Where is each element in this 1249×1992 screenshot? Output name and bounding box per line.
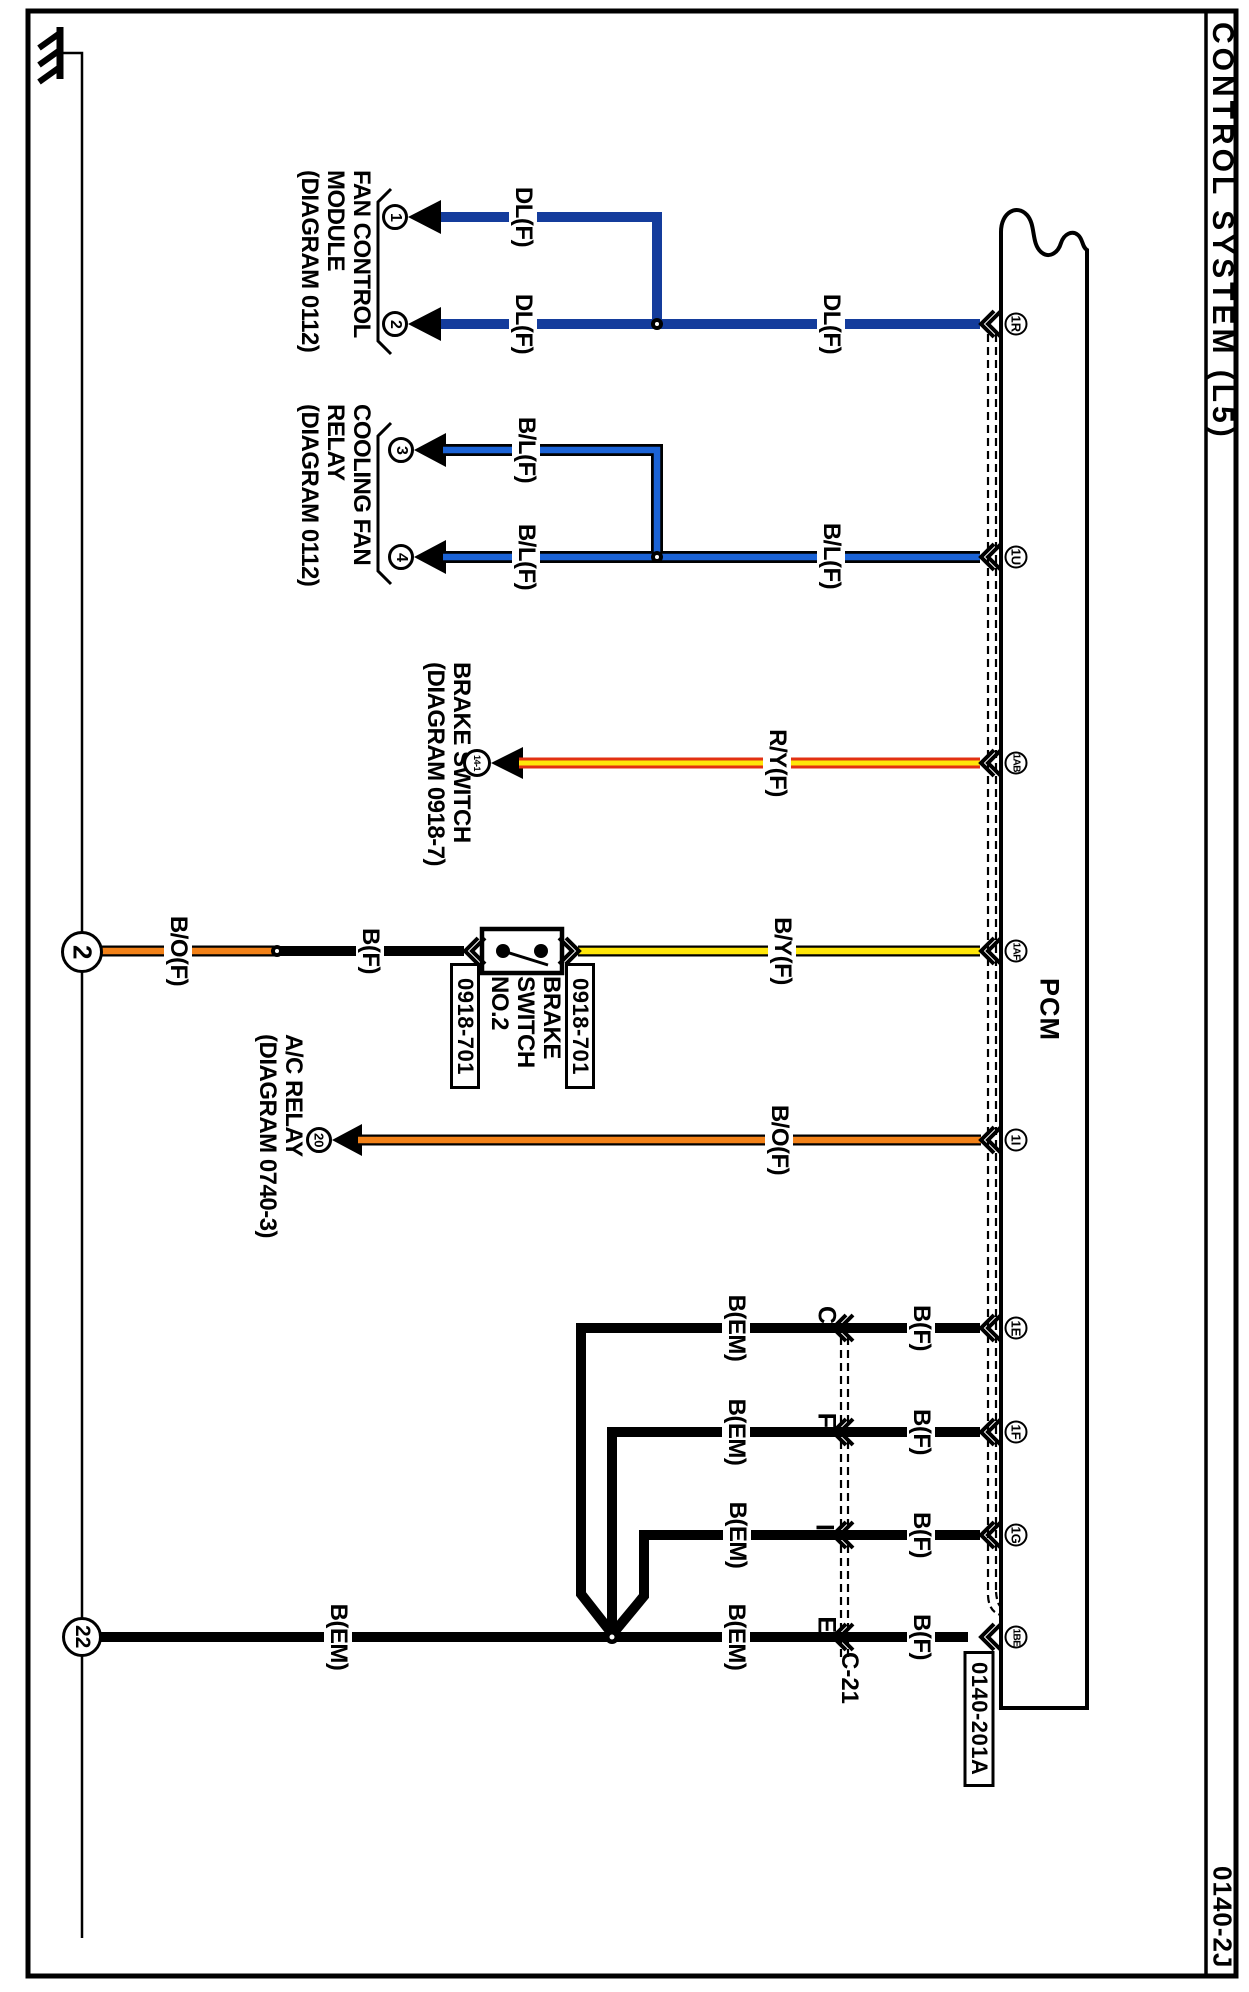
wire-label-bo-1: B/O(F) bbox=[164, 912, 192, 990]
wire-label-by: B/Y(F) bbox=[768, 914, 796, 988]
pcm-pin-1i-circle: 1I bbox=[1004, 1128, 1028, 1152]
wire-label-bl-2: B/L(F) bbox=[512, 520, 540, 594]
wire-label-dl-1: DL(F) bbox=[509, 183, 537, 251]
wire-label-bf-1: B(F) bbox=[907, 1302, 935, 1354]
wire-label-bf-4: B(F) bbox=[907, 1611, 935, 1663]
pcm-pin-1g-circle: 1G bbox=[1004, 1523, 1028, 1547]
fan-control-module-label: FAN CONTROL MODULE (DIAGRAM 0112) bbox=[296, 170, 375, 353]
c21-pin-i: I bbox=[810, 1524, 839, 1531]
pcm-pin-1ab-circle: 1AB bbox=[1004, 751, 1028, 775]
pcm-pin-1f-circle: 1F bbox=[1004, 1420, 1028, 1444]
junction-dots bbox=[271, 318, 663, 1644]
page-title: CONTROL SYSTEM (L5) bbox=[1206, 22, 1239, 441]
c21-pin-f: F bbox=[812, 1412, 841, 1428]
ground-point-2-circle: 2 bbox=[61, 931, 103, 973]
pcm-pin-1be-circle: 1BE bbox=[1004, 1625, 1028, 1649]
wire-bem-ground-group bbox=[101, 1323, 980, 1642]
wire-label-bem-3: B(EM) bbox=[723, 1498, 751, 1572]
wire-label-bl-3: B/L(F) bbox=[817, 519, 845, 593]
c21-pin-e: E bbox=[812, 1616, 841, 1633]
wire-label-dl-2: DL(F) bbox=[509, 290, 537, 358]
c21-pin-c: C bbox=[812, 1305, 841, 1324]
wire-label-bem-5: B(EM) bbox=[722, 1600, 750, 1674]
cooling-relay-pin-4-circle: 4 bbox=[388, 544, 414, 570]
pcm-connector-dashed-line bbox=[986, 334, 1002, 1617]
wire-label-dl-3: DL(F) bbox=[817, 290, 845, 358]
pcm-pin-1u-circle: 1U bbox=[1004, 545, 1028, 569]
brake-switch-no2-connector-left: 0918-701 bbox=[450, 963, 480, 1089]
wire-label-bf-2: B(F) bbox=[907, 1406, 935, 1458]
brake-switch-no2-connector-right: 0918-701 bbox=[565, 963, 595, 1089]
page-code: 0140-2J bbox=[1207, 1866, 1238, 1969]
ground-symbol bbox=[37, 27, 64, 85]
wire-label-bf-3: B(F) bbox=[907, 1509, 935, 1561]
brake-switch-no2-label: BRAKE SWITCH NO.2 bbox=[486, 976, 565, 1068]
c21-connector-code: C-21 bbox=[836, 1652, 863, 1705]
wire-label-bl-1: B/L(F) bbox=[512, 413, 540, 487]
pcm-pin-1af-circle: 1AF bbox=[1004, 939, 1028, 963]
brake-switch-pin-circle: 14-1 bbox=[463, 749, 491, 777]
page-frame bbox=[25, 8, 1239, 1979]
component-arrows bbox=[332, 200, 523, 1156]
fan-module-pin-1-circle: 1 bbox=[382, 204, 408, 230]
brake-switch-label: BRAKE SWITCH (DIAGRAM 0918-7) bbox=[422, 662, 475, 867]
pcm-pin-chevrons bbox=[978, 309, 1003, 1652]
cooling-relay-pin-3-circle: 3 bbox=[388, 437, 414, 463]
cooling-fan-relay-label: COOLING FAN RELAY (DIAGRAM 0112) bbox=[296, 404, 375, 587]
pcm-label: PCM bbox=[1034, 978, 1065, 1041]
ac-relay-label: A/C RELAY (DIAGRAM 0740-3) bbox=[254, 1034, 307, 1239]
brake-switch-no2-symbol bbox=[479, 926, 565, 976]
fan-module-pin-2-circle: 2 bbox=[382, 311, 408, 337]
ground-bus-line bbox=[62, 51, 84, 1938]
wire-label-bo-2: B/O(F) bbox=[765, 1101, 793, 1179]
c21-connector-line bbox=[830, 1313, 855, 1660]
ground-point-22-circle: 22 bbox=[62, 1617, 102, 1657]
wire-label-bem-1: B(EM) bbox=[722, 1291, 750, 1365]
wire-label-bem-2: B(EM) bbox=[722, 1395, 750, 1469]
pcm-connector-code: 0140-201A bbox=[963, 1651, 995, 1787]
pcm-pin-1e-circle: 1E bbox=[1004, 1316, 1028, 1340]
wire-label-b: B(F) bbox=[356, 925, 384, 977]
brake-switch-no2-connector-chevrons bbox=[462, 936, 582, 966]
component-brackets bbox=[376, 187, 393, 586]
ac-relay-pin-circle: 20 bbox=[306, 1127, 332, 1153]
pcm-pin-1r-circle: 1R bbox=[1004, 312, 1028, 336]
wire-label-bem-4: B(EM) bbox=[324, 1600, 352, 1674]
wire-label-ry: R/Y(F) bbox=[763, 726, 791, 800]
pcm-box bbox=[999, 208, 1089, 1710]
